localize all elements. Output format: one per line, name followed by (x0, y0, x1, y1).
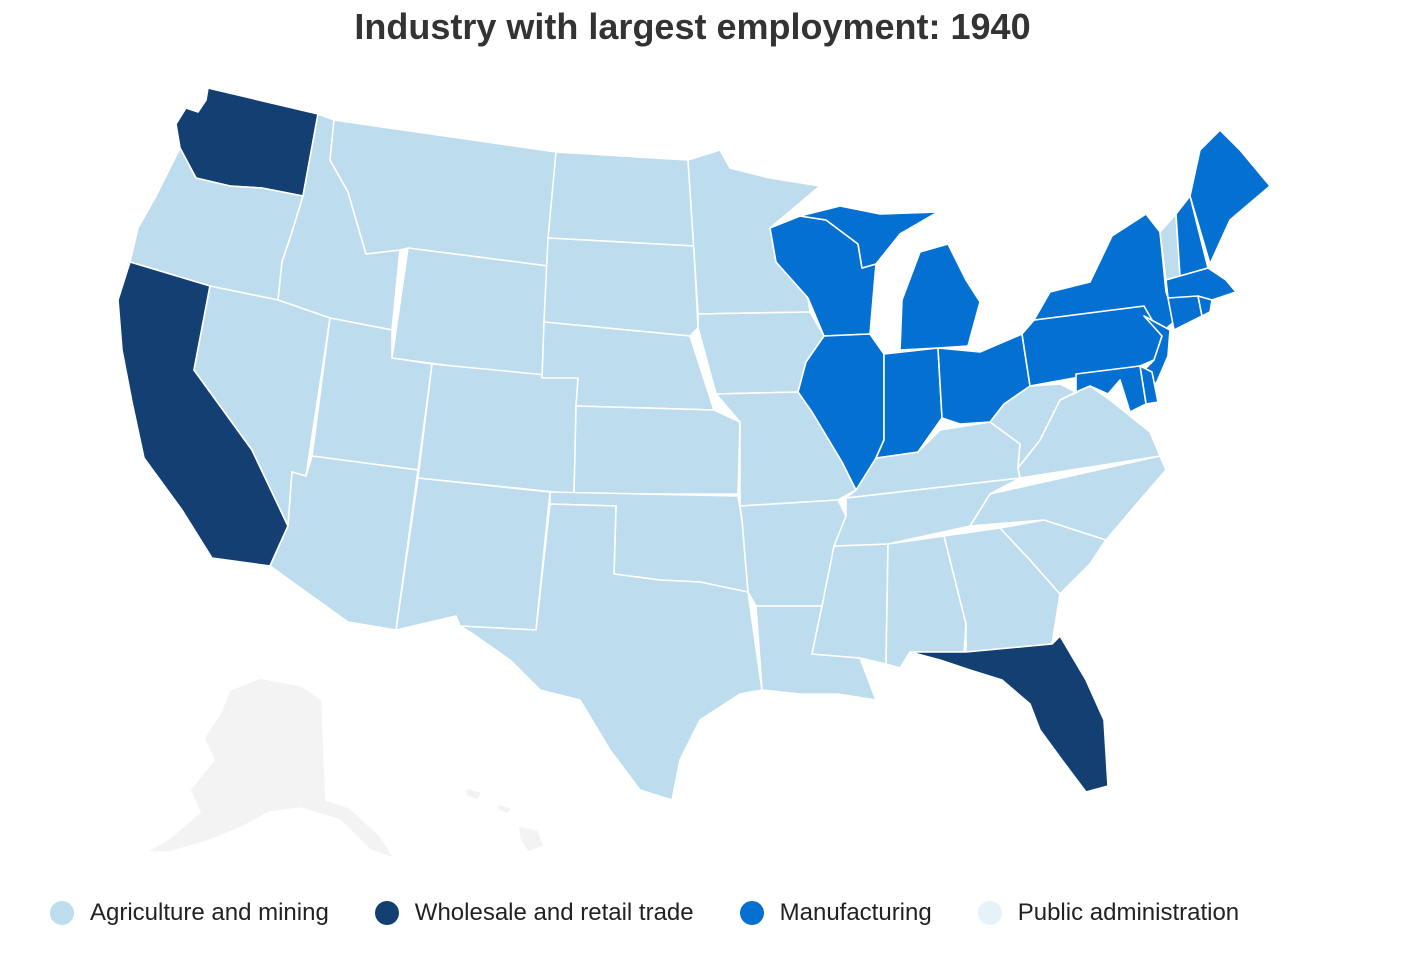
us-states-map (117, 87, 1271, 859)
state-CO[interactable] (417, 363, 579, 495)
state-KS[interactable] (573, 405, 741, 495)
legend: Agriculture and mining Wholesale and ret… (50, 896, 1285, 930)
state-IL[interactable] (797, 333, 885, 491)
state-MT[interactable] (329, 119, 557, 267)
state-MD[interactable] (1075, 365, 1147, 413)
state-TN[interactable] (833, 477, 1021, 547)
state-CT[interactable] (1167, 295, 1203, 331)
legend-swatch-icon (374, 901, 399, 925)
legend-label: Manufacturing (779, 899, 932, 926)
legend-label: Agriculture and mining (90, 899, 329, 926)
legend-swatch-icon (739, 901, 764, 925)
legend-item-trade[interactable]: Wholesale and retail trade (374, 899, 694, 927)
state-FL[interactable] (909, 635, 1109, 793)
legend-swatch-icon (50, 901, 74, 925)
state-MI[interactable] (799, 205, 981, 351)
state-TX[interactable] (459, 503, 763, 801)
state-RI[interactable] (1197, 295, 1213, 317)
state-OH[interactable] (937, 333, 1031, 425)
state-ND[interactable] (547, 151, 695, 247)
state-WY[interactable] (391, 247, 549, 379)
map-title: Industry with largest employment: 1940 (354, 6, 1031, 47)
state-AK[interactable] (145, 677, 395, 859)
legend-item-public[interactable]: Public administration (977, 899, 1240, 927)
state-AZ[interactable] (269, 455, 419, 631)
legend-label: Public administration (1017, 899, 1240, 926)
legend-item-agriculture[interactable]: Agriculture and mining (50, 899, 329, 927)
legend-label: Wholesale and retail trade (414, 899, 694, 926)
state-HI[interactable] (465, 787, 545, 853)
state-ME[interactable] (1189, 129, 1271, 265)
state-SD[interactable] (543, 237, 699, 337)
state-NC[interactable] (969, 455, 1167, 541)
legend-item-manufacturing[interactable]: Manufacturing (739, 899, 932, 927)
state-NM[interactable] (395, 477, 551, 631)
legend-swatch-icon (977, 901, 1002, 925)
